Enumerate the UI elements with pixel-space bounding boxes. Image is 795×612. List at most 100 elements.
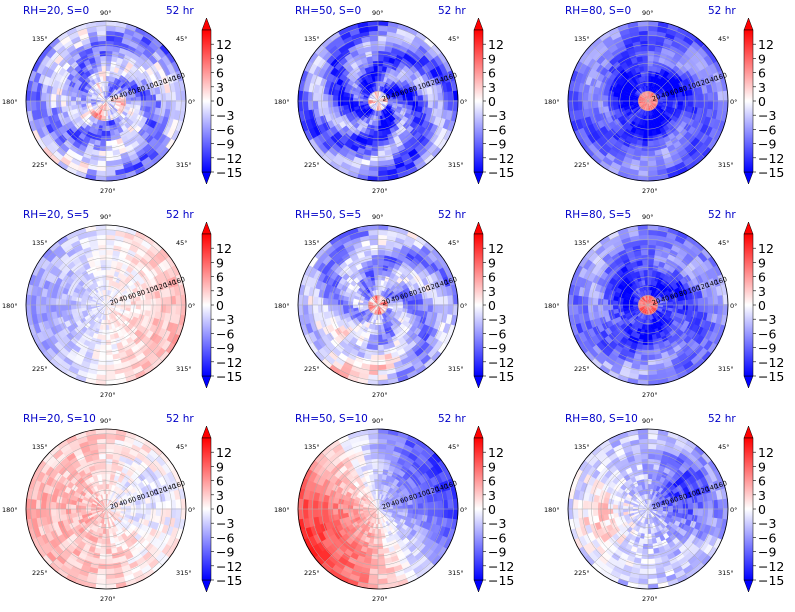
heatmap-cell <box>59 143 70 154</box>
heatmap-cell <box>57 67 67 77</box>
heatmap-cell <box>66 136 76 146</box>
heatmap-cell <box>378 110 381 117</box>
heatmap-cell <box>377 55 384 62</box>
angle-label: 270° <box>372 391 388 399</box>
heatmap-cell <box>79 161 90 170</box>
panel-time-label: 52 hr <box>708 209 736 221</box>
heatmap-cell <box>40 125 51 137</box>
heatmap-cell <box>90 79 96 86</box>
heatmap-cell <box>127 148 137 157</box>
angle-label: 135° <box>304 239 320 247</box>
heatmap-cell <box>154 47 166 59</box>
heatmap-cell <box>113 31 125 39</box>
heatmap-cell <box>367 82 373 89</box>
heatmap-cell <box>60 101 67 108</box>
heatmap-cell <box>88 115 94 122</box>
heatmap-cell <box>392 113 399 119</box>
heatmap-cell <box>96 108 102 115</box>
heatmap-cell <box>387 98 394 101</box>
heatmap-cell <box>45 47 57 59</box>
heatmap-cell <box>72 40 84 50</box>
heatmap-cell <box>158 43 170 56</box>
heatmap-cell <box>93 55 101 63</box>
heatmap-cell <box>105 249 114 256</box>
polar-outline <box>25 20 187 182</box>
heatmap-cell <box>702 304 709 313</box>
radial-label: 100 <box>145 80 159 91</box>
heatmap-cell <box>115 122 122 130</box>
heatmap-cell <box>55 298 62 306</box>
heatmap-cell <box>377 65 383 72</box>
heatmap-cell <box>367 101 374 103</box>
heatmap-cell <box>312 101 319 111</box>
angle-label: 315° <box>448 365 464 373</box>
heatmap-cell <box>707 91 714 101</box>
heatmap-cell <box>75 170 88 179</box>
heatmap-cell <box>91 95 97 99</box>
heatmap-cell <box>707 100 714 110</box>
heatmap-cell <box>377 244 386 251</box>
heatmap-cell <box>78 33 90 42</box>
heatmap-cell <box>96 35 106 42</box>
heatmap-cell <box>128 57 137 66</box>
heatmap-cell <box>111 119 116 126</box>
heatmap-cell <box>717 100 724 111</box>
heatmap-cell <box>145 44 156 56</box>
heatmap-cell <box>104 105 107 112</box>
heatmap-cell <box>115 100 122 104</box>
heatmap-cell <box>37 74 46 85</box>
heatmap-cell <box>390 114 397 122</box>
heatmap-cell <box>75 93 82 98</box>
colorbar-tick-label: −3 <box>758 108 776 123</box>
colorbar-tick-label: 9 <box>488 51 496 66</box>
heatmap-cell <box>389 108 396 114</box>
heatmap-cell <box>40 92 47 102</box>
heatmap-cell <box>382 100 389 103</box>
heatmap-cell <box>112 88 117 94</box>
heatmap-cell <box>95 99 102 102</box>
heatmap-cell <box>363 103 369 108</box>
heatmap-cell <box>106 170 117 177</box>
heatmap-cell <box>356 111 363 117</box>
heatmap-cell <box>173 109 181 121</box>
heatmap-cell <box>96 65 103 73</box>
heatmap-cell <box>120 113 127 119</box>
heatmap-cell <box>384 108 389 114</box>
heatmap-cell <box>53 64 63 74</box>
heatmap-cell <box>365 83 371 90</box>
heatmap-cell <box>372 98 378 101</box>
heatmap-cell <box>143 160 156 171</box>
heatmap-cell <box>165 304 172 314</box>
angle-label: 315° <box>718 161 734 169</box>
heatmap-cell <box>123 108 130 114</box>
heatmap-cell <box>105 70 110 77</box>
heatmap-cell <box>104 101 106 107</box>
colorbar-tick-label: 3 <box>216 80 224 95</box>
heatmap-cell <box>80 94 87 99</box>
heatmap-cell <box>49 51 61 62</box>
heatmap-cell <box>136 56 146 66</box>
heatmap-cell <box>360 88 367 94</box>
heatmap-cell <box>106 98 112 101</box>
heatmap-cell <box>373 101 378 104</box>
angle-label: 225° <box>32 161 48 169</box>
heatmap-cell <box>347 93 354 98</box>
heatmap-cell <box>91 111 97 118</box>
angle-label: 180° <box>2 98 18 106</box>
heatmap-cell <box>106 95 109 101</box>
heatmap-cell <box>638 35 648 42</box>
heatmap-cell <box>111 50 120 58</box>
heatmap-cell <box>91 149 100 156</box>
heatmap-cell <box>100 99 106 101</box>
heatmap-cell <box>154 86 161 95</box>
heatmap-cell <box>117 108 124 114</box>
heatmap-cell <box>432 100 439 109</box>
heatmap-cell <box>362 101 369 104</box>
heatmap-cell <box>115 111 121 118</box>
heatmap-cell <box>368 374 379 381</box>
angle-label: 90° <box>100 213 112 221</box>
heatmap-cell <box>372 140 379 147</box>
heatmap-cell <box>129 107 136 113</box>
heatmap-cell <box>142 110 150 119</box>
